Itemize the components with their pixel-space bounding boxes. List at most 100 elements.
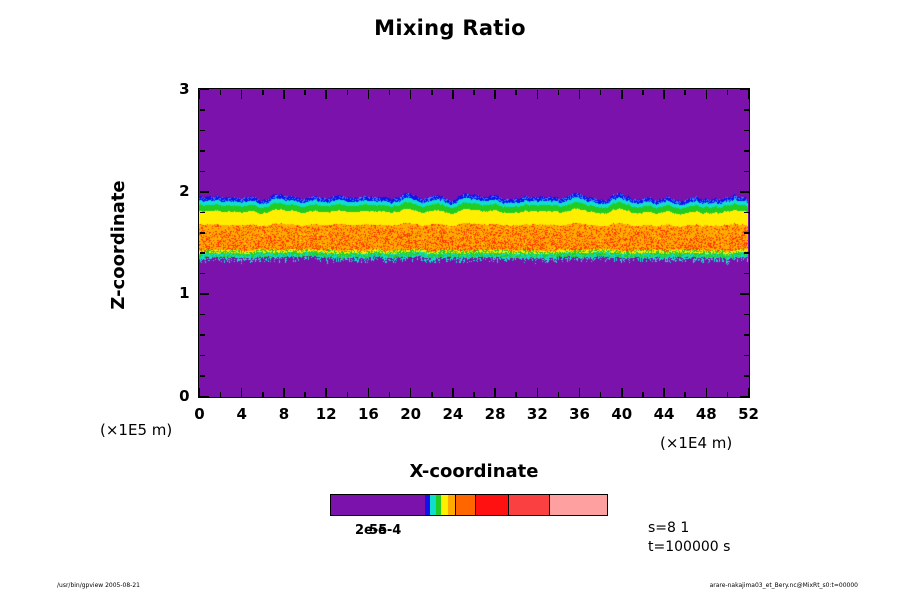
x-tick-label: 40 [611, 404, 633, 423]
x-tick-minor [599, 391, 602, 397]
x-tick-major [240, 387, 243, 397]
x-tick-major [367, 89, 370, 99]
x-tick-minor [262, 391, 264, 397]
x-tick-label: 12 [315, 404, 337, 423]
y-tick-label: 0 [179, 386, 190, 405]
colorbar-segment [454, 495, 475, 515]
y-tick-major [739, 88, 749, 91]
y-tick-major [739, 191, 749, 193]
y-tick-major [739, 293, 749, 295]
x-tick-minor [473, 89, 475, 95]
y-tick-minor [743, 129, 749, 132]
y-tick-minor [199, 109, 205, 111]
x-tick-major [494, 387, 496, 397]
y-tick-minor [199, 354, 205, 357]
y-tick-major [199, 191, 209, 193]
y-tick-minor [199, 272, 205, 275]
y-tick-minor [743, 354, 749, 357]
x-tick-minor [557, 89, 560, 95]
x-tick-minor [219, 89, 222, 95]
colorbar-tick-label-0: 2e-5 [355, 523, 388, 538]
x-tick-minor [473, 391, 475, 397]
x-tick-minor [431, 391, 433, 397]
status-block: s=8 1 t=100000 s [648, 519, 730, 557]
x-tick-minor [684, 89, 686, 95]
x-tick-minor [346, 89, 349, 95]
colorbar-segment [424, 495, 431, 515]
y-tick-minor [199, 211, 205, 214]
x-axis-title: X-coordinate [409, 461, 539, 482]
y-tick-minor [199, 170, 205, 173]
x-tick-minor [388, 391, 391, 397]
y-tick-minor [199, 129, 205, 132]
x-tick-major [663, 89, 665, 99]
y-tick-minor [199, 334, 205, 336]
x-tick-major [663, 387, 665, 397]
x-tick-major [198, 387, 201, 397]
x-tick-minor [726, 391, 729, 397]
x-tick-major [283, 89, 285, 99]
y-tick-minor [743, 109, 749, 111]
y-tick-minor [743, 252, 749, 254]
y-tick-minor [743, 313, 749, 316]
x-tick-major [452, 89, 454, 99]
colorbar-segment [430, 495, 436, 515]
x-tick-label: 32 [526, 404, 548, 423]
x-tick-label: 20 [400, 404, 422, 423]
y-tick-label: 1 [179, 284, 190, 303]
mixing-ratio-field [199, 89, 748, 396]
x-tick-minor [642, 391, 644, 397]
x-tick-label: 28 [484, 404, 506, 423]
status-line-s: s=8 1 [648, 520, 690, 536]
y-tick-minor [743, 150, 749, 152]
x-tick-minor [304, 391, 306, 397]
y-axis-title: Z-coordinate [108, 180, 129, 310]
x-tick-major [283, 387, 285, 397]
y-tick-major [199, 88, 209, 91]
x-tick-minor [642, 89, 644, 95]
x-tick-minor [726, 89, 729, 95]
colorbar-segment [441, 495, 448, 515]
x-tick-major [621, 89, 623, 99]
y-tick-minor [199, 232, 205, 234]
x-tick-minor [346, 391, 349, 397]
colorbar-segment [508, 495, 549, 515]
x-tick-label: 36 [569, 404, 590, 423]
y-tick-minor [743, 334, 749, 336]
y-tick-minor [743, 232, 749, 234]
colorbar-segment [548, 495, 607, 515]
y-tick-major [199, 293, 209, 295]
x-tick-major [747, 89, 750, 99]
colorbar[interactable] [330, 494, 608, 516]
x-tick-major [198, 89, 201, 99]
y-tick-minor [199, 252, 205, 254]
x-tick-minor [515, 89, 517, 95]
y-tick-minor [743, 211, 749, 214]
x-axis-unit-right: (×1E4 m) [660, 434, 733, 452]
x-tick-minor [557, 391, 560, 397]
x-tick-major [452, 387, 454, 397]
y-tick-minor [743, 272, 749, 275]
x-tick-label: 0 [194, 404, 205, 423]
x-tick-label: 16 [357, 404, 379, 423]
x-tick-label: 4 [236, 404, 247, 423]
x-tick-major [536, 89, 539, 99]
y-tick-minor [199, 150, 205, 152]
heatmap-plot-area[interactable] [198, 88, 750, 398]
x-tick-major [409, 387, 412, 397]
x-tick-minor [515, 391, 517, 397]
x-tick-major [367, 387, 370, 397]
x-tick-minor [431, 89, 433, 95]
x-tick-major [536, 387, 539, 397]
x-tick-label: 52 [738, 404, 759, 423]
page-title: Mixing Ratio [374, 16, 526, 40]
x-tick-minor [599, 89, 602, 95]
x-tick-minor [262, 89, 264, 95]
y-tick-major [199, 395, 209, 398]
x-tick-label: 24 [442, 404, 464, 423]
x-tick-minor [219, 391, 222, 397]
y-tick-major [739, 395, 749, 398]
x-tick-label: 8 [278, 404, 290, 423]
y-tick-minor [199, 375, 205, 377]
x-tick-major [325, 387, 327, 397]
